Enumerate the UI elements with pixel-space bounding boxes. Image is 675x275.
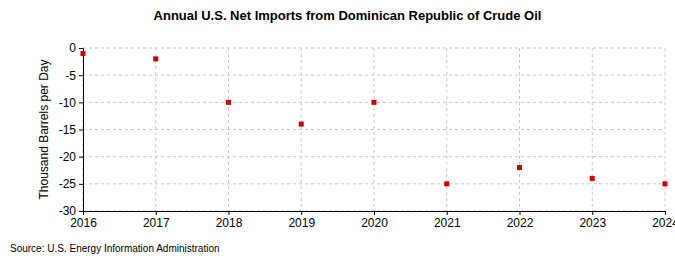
- x-axis-line: [84, 212, 666, 216]
- y-tick: -20: [59, 150, 83, 164]
- point: [590, 176, 595, 181]
- x-tick: 2024: [652, 211, 675, 230]
- point: [444, 181, 449, 186]
- y-tick-mark: [79, 48, 83, 49]
- y-axis-title: Thousand Barrels per Day: [37, 59, 51, 199]
- y-tick-label: -5: [65, 69, 76, 83]
- y-tick-label: -10: [59, 96, 77, 110]
- y-tick-mark: [79, 211, 83, 212]
- grid: [83, 48, 665, 211]
- x-tick: 2019: [288, 211, 315, 230]
- y-tick-mark: [79, 130, 83, 131]
- y-axis: -30 -25 -20 -15 -10 -5 0: [59, 41, 84, 218]
- x-tick: 2023: [579, 211, 606, 230]
- grid-line-x: [374, 48, 375, 211]
- x-tick-label: 2022: [507, 216, 534, 230]
- point: [226, 100, 231, 105]
- grid-line-x: [301, 48, 302, 211]
- x-tick: 2017: [143, 211, 170, 230]
- grid-line-y: [83, 129, 665, 130]
- x-tick-mark: [665, 211, 666, 215]
- x-tick-mark: [592, 211, 593, 215]
- x-tick-mark: [520, 211, 521, 215]
- point: [372, 100, 377, 105]
- x-tick-mark: [447, 211, 448, 215]
- point: [663, 181, 668, 186]
- y-tick-mark: [79, 157, 83, 158]
- x-tick-label: 2023: [579, 216, 606, 230]
- grid-line-x: [446, 48, 447, 211]
- x-tick: 2020: [361, 211, 388, 230]
- y-tick-label: -20: [59, 150, 77, 164]
- x-tick-mark: [229, 211, 230, 215]
- grid-line-x: [519, 48, 520, 211]
- y-tick-label: -25: [59, 177, 77, 191]
- x-tick-mark: [374, 211, 375, 215]
- grid-line-x: [592, 48, 593, 211]
- y-tick-mark: [79, 75, 83, 76]
- y-tick-label: -30: [59, 204, 77, 218]
- y-tick-mark: [79, 102, 83, 103]
- points: [81, 51, 668, 186]
- x-tick-label: 2017: [143, 216, 170, 230]
- y-tick: -15: [59, 123, 83, 137]
- grid-line-x: [665, 48, 666, 211]
- grid-line-x: [228, 48, 229, 211]
- point: [153, 56, 158, 61]
- point: [81, 51, 86, 56]
- point: [517, 165, 522, 170]
- x-tick-mark: [301, 211, 302, 215]
- x-tick-label: 2018: [216, 216, 243, 230]
- y-axis-line: [79, 49, 84, 212]
- y-tick-mark: [79, 184, 83, 185]
- chart: 201620172018201920202021202220232024-30-…: [0, 0, 675, 275]
- x-tick: 2018: [216, 211, 243, 230]
- x-tick-mark: [156, 211, 157, 215]
- x-tick-label: 2024: [652, 216, 675, 230]
- x-tick: 2022: [507, 211, 534, 230]
- x-tick-label: 2020: [361, 216, 388, 230]
- point: [299, 122, 304, 127]
- x-tick: 2021: [434, 211, 461, 230]
- grid-line-x: [155, 48, 156, 211]
- x-tick-label: 2021: [434, 216, 461, 230]
- title: Annual U.S. Net Imports from Dominican R…: [154, 8, 542, 23]
- y-tick-label: -15: [59, 123, 77, 137]
- x-tick-label: 2019: [288, 216, 315, 230]
- y-tick: -10: [59, 96, 83, 110]
- grid-line-y: [83, 183, 665, 184]
- y-tick-label: 0: [69, 41, 76, 55]
- background: [0, 0, 675, 275]
- x-axis: 201620172018201920202021202220232024: [70, 211, 675, 230]
- y-tick: -25: [59, 177, 83, 191]
- source: Source: U.S. Energy Information Administ…: [10, 243, 220, 254]
- y-tick: -30: [59, 204, 83, 218]
- y-tick: -5: [65, 69, 83, 83]
